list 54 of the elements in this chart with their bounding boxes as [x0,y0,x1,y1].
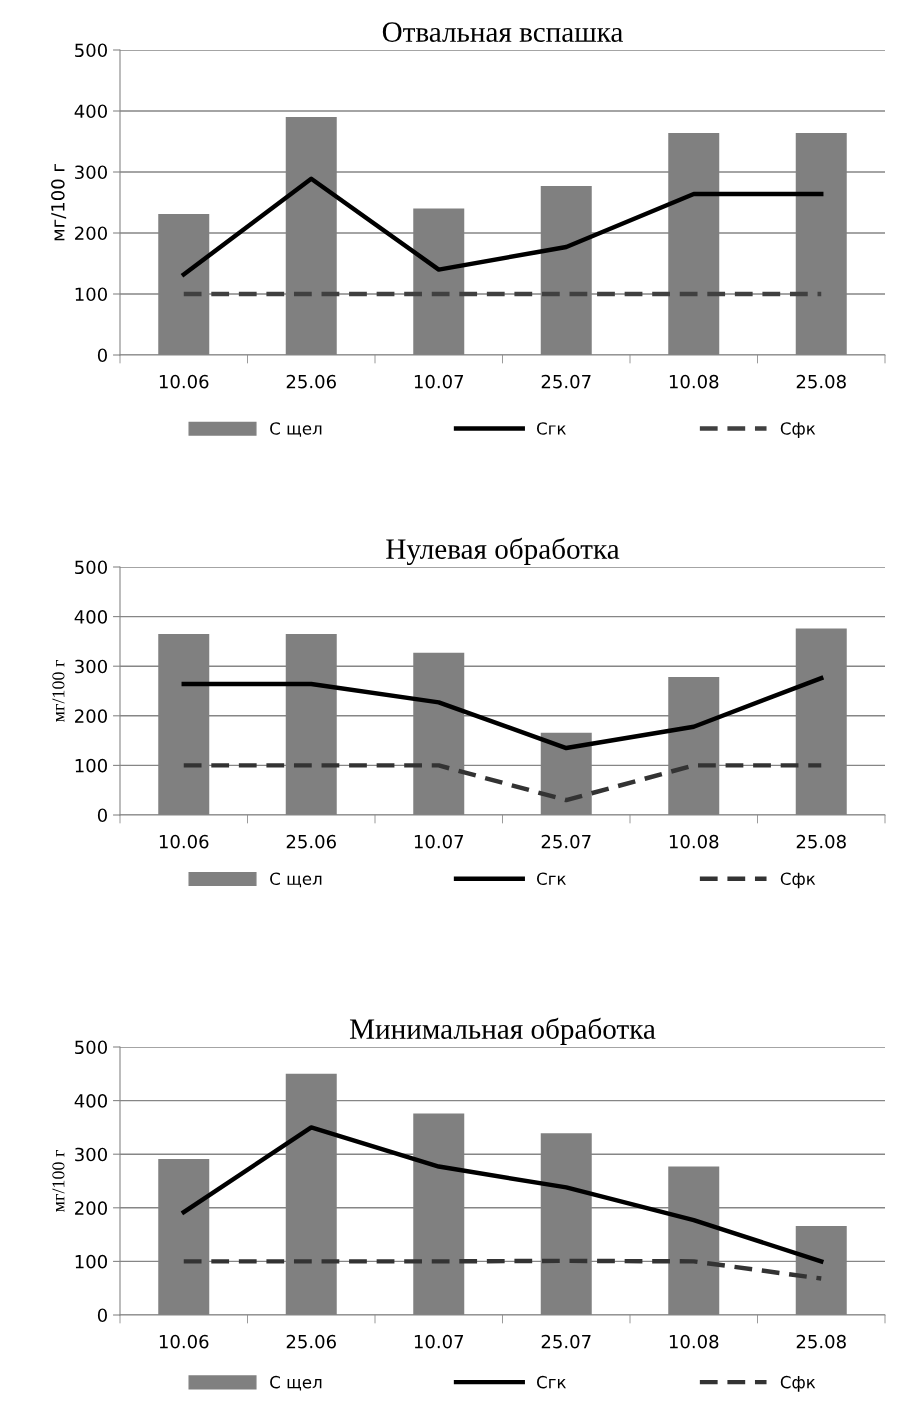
line-series [181,176,824,277]
y-tick-label: 200 [75,226,107,241]
x-tick-label: 25.06 [286,1334,336,1349]
x-tick-label: 10.07 [414,1334,464,1349]
y-tick-label: 400 [74,610,107,624]
y-tick-label: 100 [75,287,107,302]
y-tick-label: 400 [74,104,107,119]
y-tick-label: 200 [75,1201,107,1215]
y-axis-title: мг/100 г [51,163,67,241]
y-tick-label: 200 [75,709,107,723]
legend-label: Сфк [780,872,816,889]
x-tick-label: 10.06 [159,834,209,849]
x-tick-label: 10.06 [159,1334,209,1349]
x-tick-label: 10.08 [669,1334,719,1349]
x-tick-label: 25.06 [286,834,336,849]
y-axis-title: мг/100 г [52,1150,65,1213]
y-tick-label: 500 [75,560,107,575]
y-tick-label: 0 [97,1308,107,1323]
legend-label: С щел [270,872,322,888]
y-tick-label: 100 [75,1254,107,1269]
y-tick-label: 300 [75,659,107,674]
chart-title: Минимальная обработка [349,1017,656,1045]
x-tick-label: 25.08 [796,374,846,389]
legend-label: С щел [270,422,322,437]
y-tick-label: 500 [75,43,107,58]
legend-label: С щел [270,1375,322,1391]
x-tick-label: 25.07 [541,834,591,849]
legend-label: Сфк [780,1375,816,1392]
x-tick-label: 10.06 [159,374,209,389]
legend-label: Сфк [780,422,816,438]
legend-label: Сгк [537,1375,566,1389]
line-series [181,675,824,751]
chart-title: Нулевая обработка [386,537,620,565]
x-tick-label: 25.07 [541,374,591,389]
y-tick-label: 400 [74,1094,107,1108]
y-tick-label: 100 [75,758,107,773]
x-tick-label: 25.07 [541,1334,591,1349]
chart-title: Отвальная вспашка [382,22,623,42]
y-tick-label: 0 [97,808,107,823]
x-tick-label: 25.08 [796,1334,846,1349]
line-series [181,1125,824,1264]
y-tick-label: 500 [75,1040,107,1055]
y-axis-title: мг/100 г [52,660,65,723]
y-tick-label: 300 [75,165,107,180]
y-tick-label: 300 [75,1147,107,1162]
x-tick-label: 25.06 [286,374,336,389]
x-tick-label: 10.08 [669,374,719,389]
x-tick-label: 10.08 [669,834,719,849]
x-tick-label: 10.07 [414,834,464,849]
x-tick-label: 25.08 [796,834,846,849]
x-tick-label: 10.07 [414,374,464,389]
legend-label: Сгк [537,872,566,886]
legend-label: Сгк [537,422,566,435]
y-tick-label: 0 [97,348,107,363]
